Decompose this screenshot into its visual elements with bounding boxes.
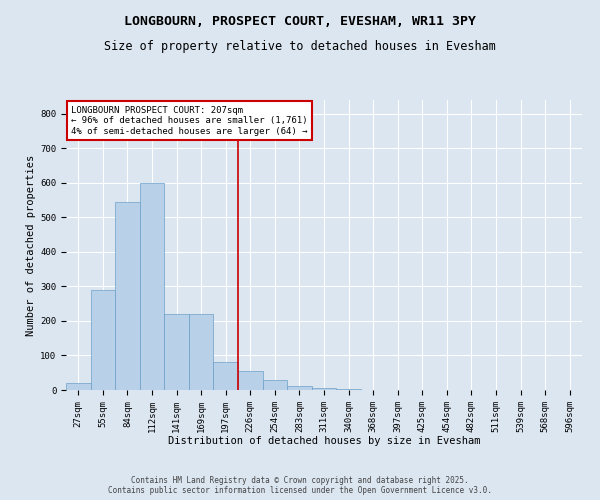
Bar (263, 380, 287, 390)
Bar (140, 183, 164, 390)
Bar (115, 202, 140, 390)
Text: Size of property relative to detached houses in Evesham: Size of property relative to detached ho… (104, 40, 496, 53)
Y-axis label: Number of detached properties: Number of detached properties (26, 154, 36, 336)
Bar (312, 388, 336, 390)
Text: Contains HM Land Registry data © Crown copyright and database right 2025.
Contai: Contains HM Land Registry data © Crown c… (108, 476, 492, 495)
Text: LONGBOURN PROSPECT COURT: 207sqm
← 96% of detached houses are smaller (1,761)
4%: LONGBOURN PROSPECT COURT: 207sqm ← 96% o… (71, 106, 308, 136)
Bar (238, 371, 263, 390)
Bar (189, 314, 214, 390)
X-axis label: Distribution of detached houses by size in Evesham: Distribution of detached houses by size … (168, 436, 480, 446)
Bar (164, 314, 189, 390)
Text: LONGBOURN, PROSPECT COURT, EVESHAM, WR11 3PY: LONGBOURN, PROSPECT COURT, EVESHAM, WR11… (124, 15, 476, 28)
Bar (214, 362, 238, 390)
Bar (91, 290, 115, 390)
Bar (287, 386, 312, 390)
Bar (66, 383, 91, 390)
